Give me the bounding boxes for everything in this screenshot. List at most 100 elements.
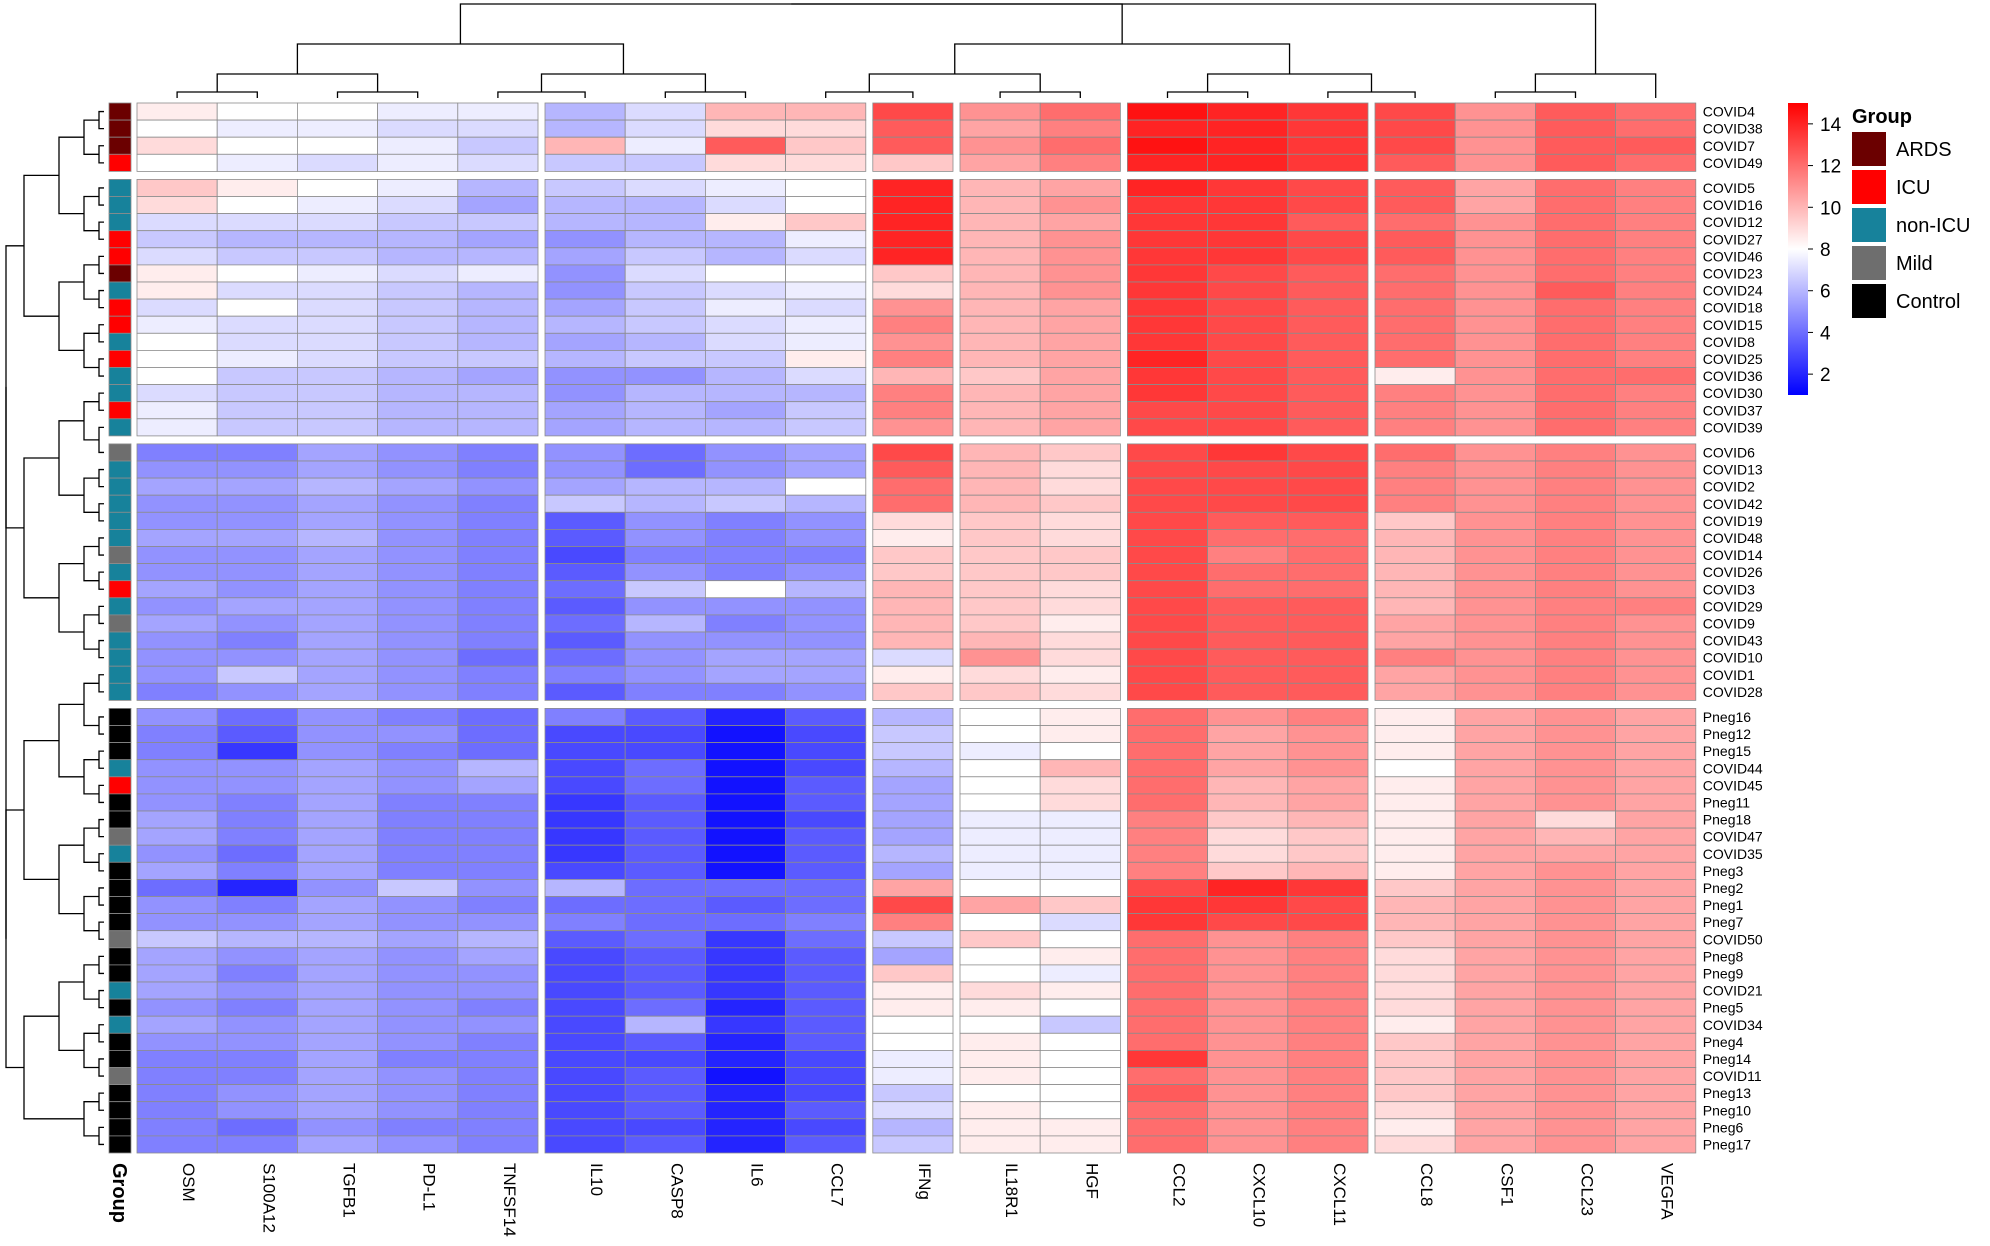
heatmap-cell [785,1050,867,1068]
heatmap-cell [1454,367,1536,386]
heatmap-cell [544,1015,626,1034]
heatmap-cell [1454,196,1536,215]
heatmap-cell [296,1032,378,1051]
heatmap-cell [872,563,954,582]
heatmap-cell [1615,315,1697,334]
heatmap-cell [785,136,867,155]
heatmap-cell [1535,665,1617,684]
heatmap-cell [1615,1032,1697,1051]
heatmap-cell [1535,1050,1617,1068]
heatmap-cell [296,1050,378,1068]
dendrogram-branch [98,955,104,975]
heatmap-cell [544,861,626,880]
heatmap-cell [1374,136,1456,155]
heatmap-cell [377,178,459,197]
heatmap-cell [1287,810,1369,829]
heatmap-cell [959,315,1041,334]
dendrogram-branch [83,264,99,300]
heatmap-cell [624,827,706,846]
heatmap-cell [457,947,539,966]
row-label: COVID48 [1703,530,1763,546]
heatmap-cell [872,1015,954,1034]
heatmap-cell [136,315,218,334]
heatmap-cell [1039,1101,1121,1120]
heatmap-cell [1127,682,1209,701]
heatmap-cell [1535,213,1617,232]
heatmap-cell [136,896,218,915]
heatmap-cell [377,529,459,547]
heatmap-cell [296,102,378,121]
dendrogram-branch [825,91,914,98]
heatmap-cell [1127,1135,1209,1154]
heatmap-cell [457,896,539,915]
heatmap-cell [457,725,539,744]
row-dendrogram [5,110,104,1146]
heatmap-cell [872,443,954,462]
heatmap-cell [1535,298,1617,317]
heatmap-cell [1207,546,1289,565]
heatmap-cell [216,742,298,761]
heatmap-cell [1127,665,1209,684]
heatmap-cell [785,682,867,701]
heatmap-cell [457,494,539,513]
dendrogram-branch [83,1101,99,1137]
heatmap-cell [785,631,867,650]
heatmap-cell [1535,477,1617,496]
heatmap-cell [705,708,787,726]
heatmap-cell [624,759,706,778]
heatmap-cell [1535,384,1617,403]
heatmap-cell [624,247,706,266]
heatmap-cell [136,529,218,547]
heatmap-cell [457,810,539,829]
heatmap-cell [1039,742,1121,761]
heatmap-cell [136,102,218,121]
heatmap-cell [1454,998,1536,1017]
heatmap-cell [1454,580,1536,599]
heatmap-cell [1207,315,1289,334]
dendrogram-branch [83,401,99,441]
heatmap-cell [1039,913,1121,932]
heatmap-cell [136,1015,218,1034]
heatmap-cell [296,1084,378,1103]
heatmap-cell [785,367,867,386]
heatmap-cell [785,1101,867,1120]
heatmap-cell [1374,861,1456,880]
dendrogram-branch [1327,91,1416,98]
heatmap-cell [872,298,954,317]
heatmap-cell [1127,511,1209,530]
heatmap-cell [1454,213,1536,232]
heatmap-cell [959,1101,1041,1120]
heatmap-cell [705,401,787,420]
column-label: CSF1 [1497,1163,1516,1206]
legend-swatch [1852,246,1886,280]
dendrogram-branch [83,1032,99,1069]
heatmap-cell [377,477,459,496]
heatmap-cell [377,1015,459,1034]
heatmap-cell [216,1015,298,1034]
heatmap-cell [872,1084,954,1103]
heatmap-cell [624,810,706,829]
heatmap-cell [216,981,298,1000]
group-annotation-cell [108,1032,132,1051]
dendrogram-branch [83,195,99,232]
heatmap-cell [296,384,378,403]
heatmap-cell [1535,725,1617,744]
heatmap-cell [1207,725,1289,744]
heatmap-cell [959,682,1041,701]
heatmap-cell [1374,964,1456,983]
heatmap-cell [1535,597,1617,616]
heatmap-cell [1615,230,1697,249]
heatmap-cell [785,648,867,667]
group-annotation-cell [108,708,132,726]
heatmap-cell [1454,964,1536,983]
heatmap-cell [1287,896,1369,915]
heatmap-cell [296,443,378,462]
heatmap-cell [959,1135,1041,1154]
heatmap-cell [1454,1135,1536,1154]
heatmap-cell [785,494,867,513]
heatmap-cell [1287,401,1369,420]
heatmap-cell [216,725,298,744]
column-label: CCL23 [1578,1163,1597,1216]
heatmap-cell [959,776,1041,795]
heatmap-cell [1127,896,1209,915]
